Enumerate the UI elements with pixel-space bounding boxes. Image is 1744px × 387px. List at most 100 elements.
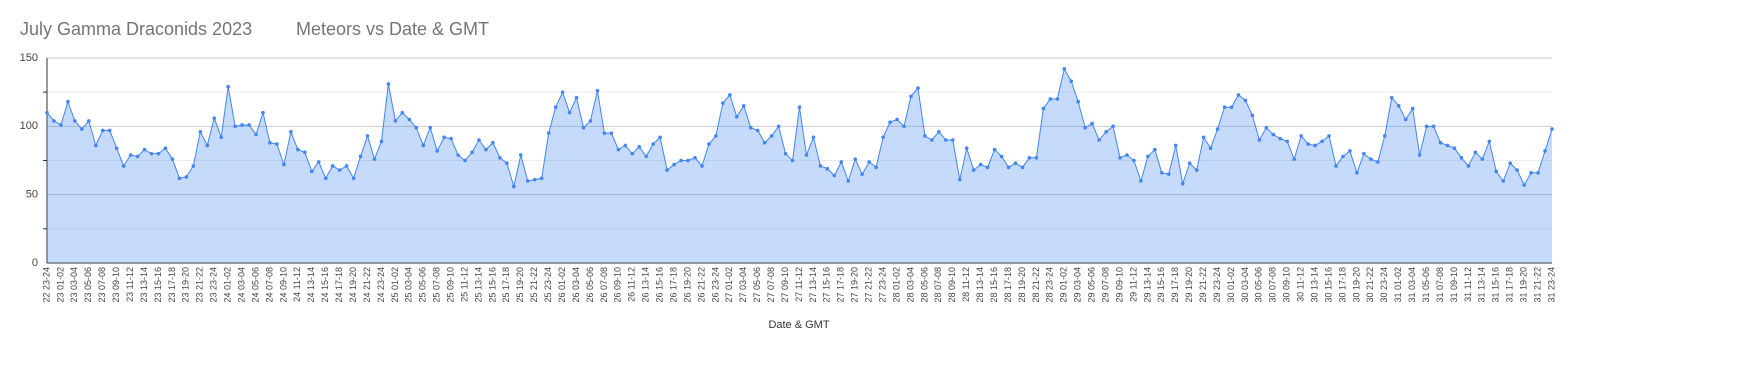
x-tick-label: 28 11-12 [961,267,971,302]
x-tick-label: 29 11-12 [1128,267,1138,302]
x-tick-label: 30 11-12 [1296,267,1306,302]
point [769,134,774,138]
point [1452,146,1457,150]
point [971,168,976,172]
point [435,149,439,153]
x-tick-label: 25 19-20 [515,267,525,303]
x-tick-label: 26 17-18 [668,267,678,303]
x-tick-label: 26 19-20 [682,267,692,303]
point [1118,155,1122,160]
point [344,164,349,168]
point [330,164,335,168]
x-tick-label: 31 23-24 [1546,267,1556,303]
point [1208,146,1213,150]
point [1278,136,1283,141]
point [839,160,844,164]
point [776,124,781,129]
point [358,154,363,159]
point [1020,165,1025,170]
point [1173,143,1178,148]
x-tick-label: 31 11-12 [1463,267,1473,302]
point [386,82,391,86]
point [93,143,98,148]
x-tick-label: 31 15-16 [1491,267,1501,303]
x-tick-label: 23 13-14 [139,267,149,303]
x-tick-label: 25 23-24 [543,267,553,303]
x-tick-label: 29 15-16 [1156,267,1166,303]
point [1083,125,1087,130]
point [114,146,119,150]
x-tick-label: 23 11-12 [125,267,135,302]
x-tick-label: 30 15-16 [1323,267,1333,303]
point [818,164,823,168]
x-tick-label: 28 13-14 [975,267,985,303]
point [518,153,523,157]
point [574,95,579,100]
x-tick-label: 23 17-18 [167,267,177,303]
point [1146,154,1150,159]
point [442,135,446,140]
point [1160,171,1164,175]
point [254,132,258,137]
x-tick-label: 28 15-16 [989,267,999,303]
point [484,147,488,152]
point [1125,153,1129,157]
x-tick-label: 30 05-06 [1254,267,1264,303]
point [1215,127,1220,131]
point [289,130,293,134]
x-tick-label: 29 09-10 [1114,267,1124,303]
point [686,158,690,163]
point [1410,106,1415,111]
x-tick-label: 28 03-04 [905,267,915,303]
x-tick-label: 27 15-16 [822,267,832,303]
x-tick-label: 26 23-24 [710,267,720,303]
x-tick-label: 28 19-20 [1017,267,1027,303]
point [1376,160,1380,164]
point [80,127,84,131]
point [45,110,49,115]
x-tick-label: 28 09-10 [947,267,957,303]
point [1034,155,1039,160]
point [741,104,746,108]
point [1090,121,1094,126]
x-tick-label: 25 03-04 [404,267,414,303]
point [1139,179,1143,183]
point [637,145,642,149]
point [672,162,676,167]
point [644,154,649,159]
point [1236,93,1241,97]
point [1180,181,1185,186]
point [783,151,788,156]
point [790,158,795,163]
point [895,117,899,122]
x-tick-label: 27 07-08 [766,267,776,303]
point [1473,150,1478,155]
point [205,143,210,148]
x-tick-label: 28 17-18 [1003,267,1013,303]
x-tick-label: 23 07-08 [97,267,107,303]
point [957,177,962,182]
x-tick-label: 24 05-06 [250,267,260,303]
x-tick-label: 26 21-22 [696,267,706,303]
point [1431,124,1436,129]
x-tick-label: 31 01-02 [1393,267,1403,303]
point [1104,130,1108,134]
y-tick-label: 150 [20,52,38,64]
point [107,128,112,133]
x-tick-label: 25 05-06 [418,267,428,303]
x-tick-label: 27 09-10 [780,267,790,303]
point [1362,151,1366,156]
point [463,158,467,163]
point [1536,171,1540,175]
x-tick-label: 27 01-02 [724,267,734,303]
x-tick-label: 25 13-14 [473,267,483,303]
point [553,105,558,109]
point [505,161,509,166]
point [1369,157,1373,161]
x-tick-label: 24 17-18 [334,267,344,303]
point [296,147,300,152]
point [888,120,892,125]
point [1550,127,1554,131]
point [616,147,621,152]
point [337,168,342,172]
